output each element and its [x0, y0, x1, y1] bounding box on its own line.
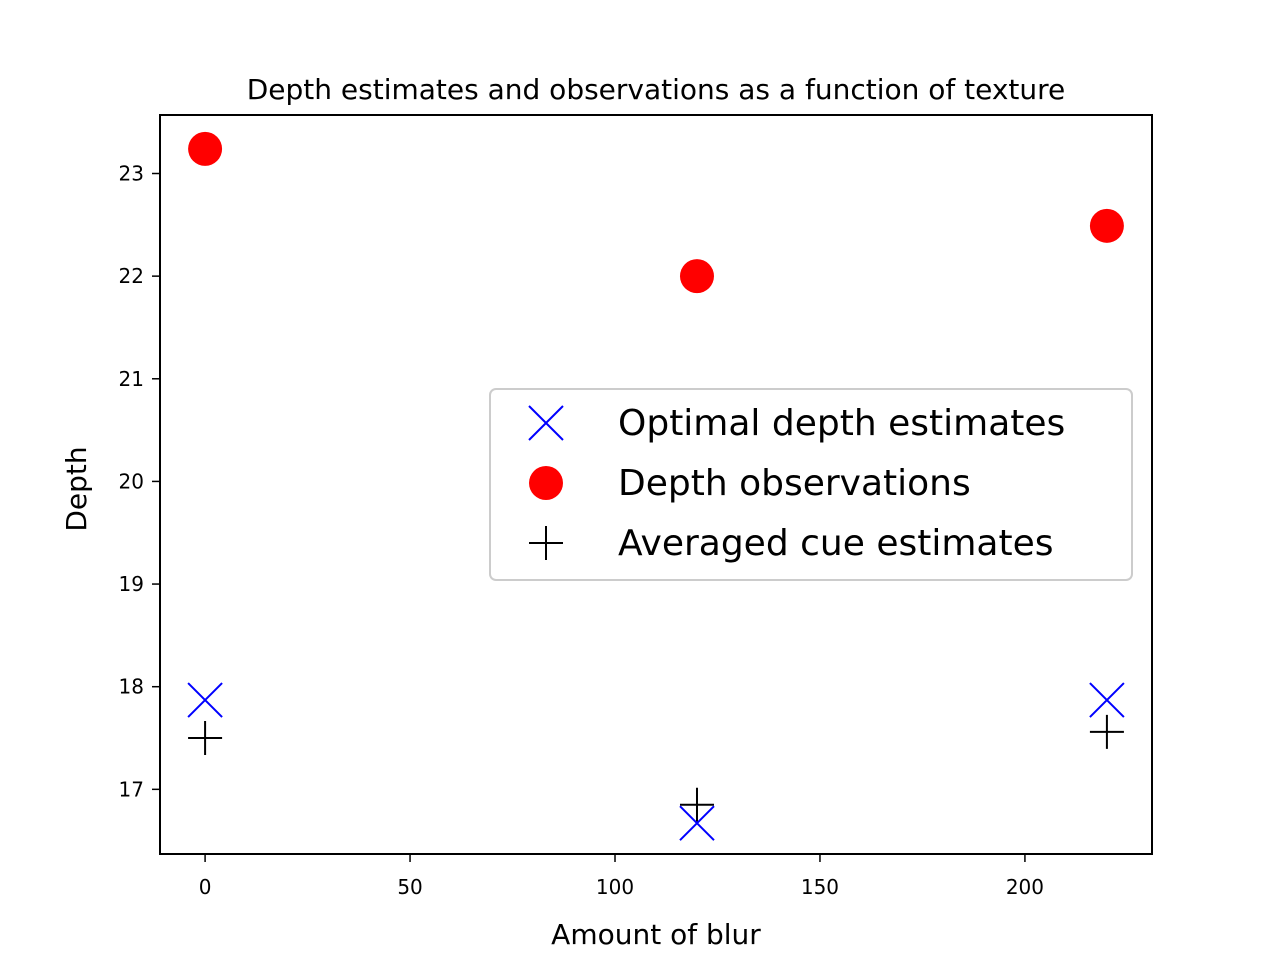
legend-item: Optimal depth estimates — [528, 403, 1065, 444]
legend-item: Averaged cue estimates — [529, 523, 1054, 564]
legend: Optimal depth estimates Depth observation… — [489, 388, 1133, 581]
data-point — [679, 787, 714, 822]
data-point — [188, 131, 223, 166]
x-axis-label: Amount of blur — [551, 918, 761, 951]
data-point — [1089, 714, 1124, 749]
y-tick-label: 17 — [119, 777, 144, 801]
legend-marker — [528, 405, 564, 441]
marker-plus — [188, 721, 223, 756]
marker-plus — [529, 526, 563, 560]
marker-cross-x — [1089, 682, 1125, 718]
legend-label: Depth observations — [618, 463, 971, 504]
series-x — [187, 682, 1125, 841]
data-point — [187, 682, 223, 718]
y-tick-label: 20 — [119, 469, 144, 493]
x-axis-ticks: 0 50 100 150 200 — [199, 854, 1044, 899]
legend-marker — [529, 466, 563, 500]
legend-item: Depth observations — [529, 463, 971, 504]
data-point — [679, 805, 715, 841]
plot-frame — [159, 114, 1153, 855]
data-point — [188, 721, 223, 756]
series-o — [188, 131, 1124, 294]
y-axis-ticks: 17 18 19 20 21 22 23 — [119, 162, 160, 801]
marker-dot — [679, 259, 714, 294]
x-tick-label: 100 — [596, 875, 634, 899]
chart-title: Depth estimates and observations as a fu… — [247, 73, 1066, 106]
marker-cross-x — [679, 805, 715, 841]
x-tick-label: 200 — [1006, 875, 1044, 899]
x-tick-label: 0 — [199, 875, 212, 899]
legend-label: Optimal depth estimates — [618, 403, 1065, 444]
legend-marker — [529, 526, 563, 560]
data-point — [1089, 682, 1125, 718]
marker-plus — [1089, 714, 1124, 749]
marker-dot — [529, 466, 563, 500]
marker-dot — [188, 131, 223, 166]
data-point — [679, 259, 714, 294]
marker-cross-x — [528, 405, 564, 441]
plot-area: 0 50 100 150 200 17 18 19 20 21 22 23 — [119, 114, 1153, 899]
y-tick-label: 18 — [119, 675, 144, 699]
series-+ — [188, 714, 1124, 822]
marker-cross-x — [187, 682, 223, 718]
marker-dot — [1089, 208, 1124, 243]
y-tick-label: 21 — [119, 367, 144, 391]
y-tick-label: 19 — [119, 572, 144, 596]
legend-label: Averaged cue estimates — [618, 523, 1054, 564]
marker-plus — [679, 787, 714, 822]
y-tick-label: 22 — [119, 264, 144, 288]
data-point — [1089, 208, 1124, 243]
y-axis-label: Depth — [60, 446, 93, 531]
x-tick-label: 50 — [397, 875, 422, 899]
x-tick-label: 150 — [801, 875, 839, 899]
y-tick-label: 23 — [119, 162, 144, 186]
legend-box — [489, 388, 1133, 581]
